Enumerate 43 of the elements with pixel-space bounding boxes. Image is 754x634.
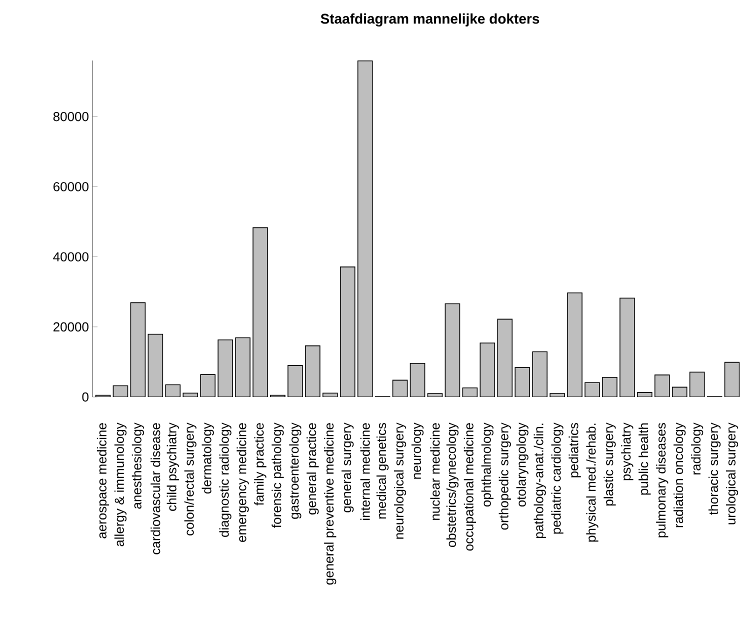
x-tick-label: urological surgery	[726, 422, 738, 524]
x-tick-label: plastic surgery	[604, 422, 616, 506]
y-tick-label: 80000	[53, 112, 88, 122]
x-tick-label: physical med./rehab.	[586, 424, 598, 542]
x-tick-label: nuclear medicine	[430, 423, 440, 520]
x-tick-label: aerospace medicine	[96, 423, 110, 538]
x-tick-label: dermatology	[202, 422, 214, 494]
x-tick-label: psychiatry	[621, 422, 634, 480]
x-tick-label: thoracic surgery	[708, 422, 721, 515]
x-tick-label: diagnostic radiology	[219, 422, 232, 537]
x-tick-label: medical genetics	[376, 423, 389, 518]
y-tick-label: 40000	[53, 252, 88, 262]
x-tick-label: general preventive medicine	[324, 423, 336, 585]
x-tick-label: child psychiatry	[166, 422, 179, 511]
x-tick-label: pediatric cardiology	[551, 422, 564, 534]
x-tick-label: general surgery	[342, 422, 354, 512]
x-tick-label: otolaryngology	[516, 422, 528, 507]
chart-title: Staafdiagram mannelijke dokters	[320, 13, 540, 27]
x-tick-label: orthopedic surgery	[498, 422, 511, 530]
x-tick-label: radiation oncology	[674, 422, 686, 528]
y-tick-label: 20000	[53, 322, 88, 332]
y-tick-label: 60000	[53, 182, 88, 192]
x-tick-label: anesthesiology	[132, 422, 144, 509]
x-tick-label: pathology-anat./clin.	[534, 424, 546, 538]
x-tick-label: obstetrics/gynecology	[446, 422, 459, 547]
x-tick-label: pulmonary diseases	[656, 423, 668, 538]
y-tick-label: 0	[82, 392, 88, 402]
x-tick-label: general practice	[306, 423, 319, 514]
x-tick-label: family practice	[254, 423, 266, 506]
x-tick-label: radiology	[691, 422, 704, 474]
x-tick-label: emergency medicine	[236, 423, 249, 542]
x-tick-label: occupational medicine	[464, 423, 476, 551]
x-tick-label: cardiovascular disease	[150, 423, 160, 554]
x-tick-label: public health	[638, 423, 651, 495]
x-tick-label: neurological surgery	[394, 422, 406, 539]
x-tick-label: forensic pathology	[272, 422, 284, 528]
x-tick-label: neurology	[411, 422, 424, 479]
x-tick-label: colon/rectal surgery	[184, 422, 196, 536]
x-tick-label: ophthalmology	[481, 422, 494, 507]
x-tick-label: gastroenterology	[289, 422, 302, 519]
x-tick-label: pediatrics	[568, 423, 581, 478]
x-tick-label: allergy & immunology	[114, 422, 127, 546]
x-tick-label: internal medicine	[360, 423, 370, 520]
